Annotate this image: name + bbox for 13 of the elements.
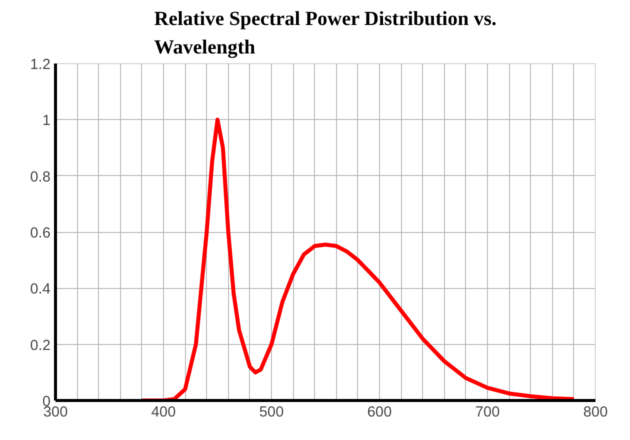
y-tick-label: 1.2 [30, 57, 50, 73]
chart-title: Relative Spectral Power Distribution vs. Wavelength [154, 8, 497, 58]
y-tick-label: 0.6 [30, 226, 50, 242]
x-tick-label: 500 [259, 404, 284, 420]
x-tick-label: 800 [583, 404, 608, 420]
y-tick-label: 0.2 [30, 338, 50, 354]
x-tick-label: 400 [151, 404, 176, 420]
line-series [140, 118, 576, 400]
x-tick-label: 700 [475, 404, 500, 420]
y-tick-label: 0.4 [30, 282, 50, 298]
y-tick-label: 1 [42, 113, 51, 130]
y-tick-label: 0.8 [30, 169, 50, 186]
x-tick-label: 600 [367, 404, 392, 420]
